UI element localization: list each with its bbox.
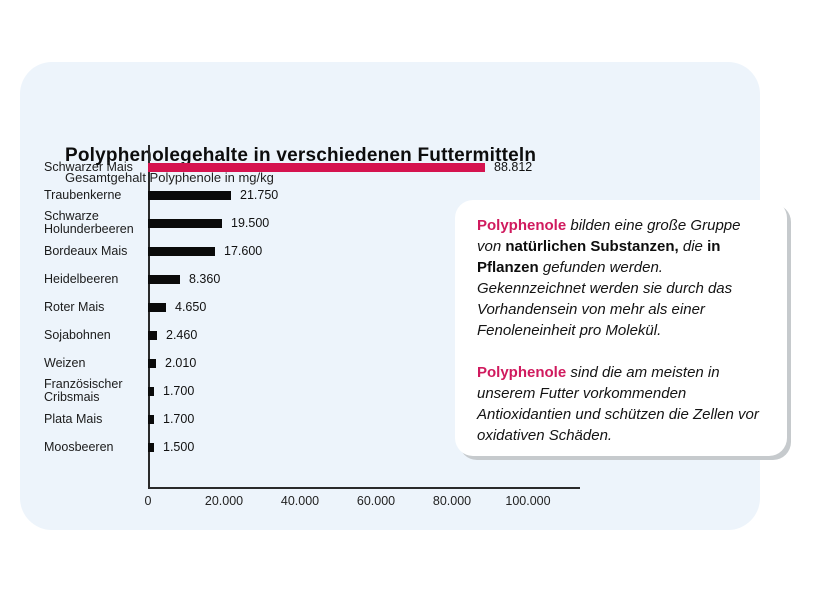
bar-row: Schwarze Holunderbeeren 19.500 — [44, 209, 604, 237]
bar — [148, 386, 154, 396]
infobox-text-segment: sind die am meisten in unserem Futter vo… — [477, 364, 759, 444]
bar-row: Weizen 2.010 — [44, 349, 604, 377]
value-label: 2.460 — [166, 328, 198, 342]
infobox-text-segment: die — [678, 238, 708, 255]
bar — [148, 414, 154, 424]
category-label: Sojabohnen — [44, 327, 111, 342]
bar — [148, 358, 156, 368]
chart-title: Polyphenolegehalte in verschiedenen Futt… — [65, 145, 537, 166]
bar-row: Plata Mais 1.700 — [44, 405, 604, 433]
bar — [148, 218, 222, 228]
category-label: Traubenkerne — [44, 187, 122, 202]
value-label: 4.650 — [175, 300, 207, 314]
category-label: Bordeaux Mais — [44, 243, 128, 258]
bar-row: Schwarzer Mais 88.812 — [44, 153, 604, 181]
bar — [148, 330, 157, 340]
bar-row: Sojabohnen 2.460 — [44, 321, 604, 349]
infobox-text-segment: in Pflanzen — [477, 238, 721, 276]
infobox-text-segment: Polyphenole — [477, 364, 567, 381]
category-label: Französischer Cribsmais — [44, 377, 123, 404]
bar-rows: Schwarzer Mais 88.812 Traubenkerne 21.750 Sc… — [44, 153, 604, 461]
category-label: Heidelbeeren — [44, 271, 119, 286]
x-tick-label: 40.000 — [280, 494, 320, 508]
category-label: Schwarzer Mais — [44, 159, 133, 174]
infobox-paragraph: Polyphenole bilden eine große Gruppe von… — [477, 215, 767, 341]
infobox-text-segment: bilden eine große Gruppe von — [477, 217, 741, 255]
bar — [148, 162, 485, 172]
x-tick-label: 100.000 — [505, 494, 551, 508]
x-tick-label: 80.000 — [432, 494, 472, 508]
y-axis-line — [148, 145, 150, 489]
category-label: Plata Mais — [44, 411, 103, 426]
value-label: 1.500 — [163, 440, 195, 454]
bar — [148, 302, 166, 312]
bar — [148, 274, 180, 284]
x-tick-label: 20.000 — [204, 494, 244, 508]
value-label: 2.010 — [165, 356, 197, 370]
value-label: 21.750 — [240, 188, 279, 202]
bar-row: Traubenkerne 21.750 — [44, 181, 604, 209]
bar-row: Moosbeeren 1.500 — [44, 433, 604, 461]
x-axis-line — [148, 487, 580, 489]
value-label: 1.700 — [163, 384, 195, 398]
category-label: Weizen — [44, 355, 86, 370]
infobox-text-segment: natürlichen Substanzen, — [505, 238, 679, 255]
x-tick-label: 60.000 — [356, 494, 396, 508]
value-label: 88.812 — [494, 160, 533, 174]
bar-row: Französischer Cribsmais 1.700 — [44, 377, 604, 405]
bar — [148, 442, 154, 452]
bar — [148, 190, 231, 200]
bar — [148, 246, 215, 256]
polyphenole-infobox: Polyphenole bilden eine große Gruppe von… — [455, 200, 787, 456]
chart-subtitle: Gesamtgehalt Polyphenole in mg/kg — [65, 170, 274, 185]
x-tick-label: 0 — [144, 494, 152, 508]
bar-row: Heidelbeeren 8.360 — [44, 265, 604, 293]
infobox-text-segment: gefunden werden. Gekennzeichnet werden s… — [477, 259, 733, 339]
category-label: Roter Mais — [44, 299, 105, 314]
infobox-paragraph: Polyphenole sind die am meisten in unser… — [477, 362, 767, 446]
category-label: Schwarze Holunderbeeren — [44, 209, 134, 236]
value-label: 17.600 — [224, 244, 263, 258]
category-label: Moosbeeren — [44, 439, 114, 454]
value-label: 19.500 — [231, 216, 270, 230]
bar-row: Roter Mais 4.650 — [44, 293, 604, 321]
value-label: 8.360 — [189, 272, 221, 286]
x-axis-ticks: 0 20.000 40.000 60.000 80.000 100.000 — [145, 494, 580, 510]
value-label: 1.700 — [163, 412, 195, 426]
infobox-text-segment: Polyphenole — [477, 217, 567, 234]
bar-row: Bordeaux Mais 17.600 — [44, 237, 604, 265]
